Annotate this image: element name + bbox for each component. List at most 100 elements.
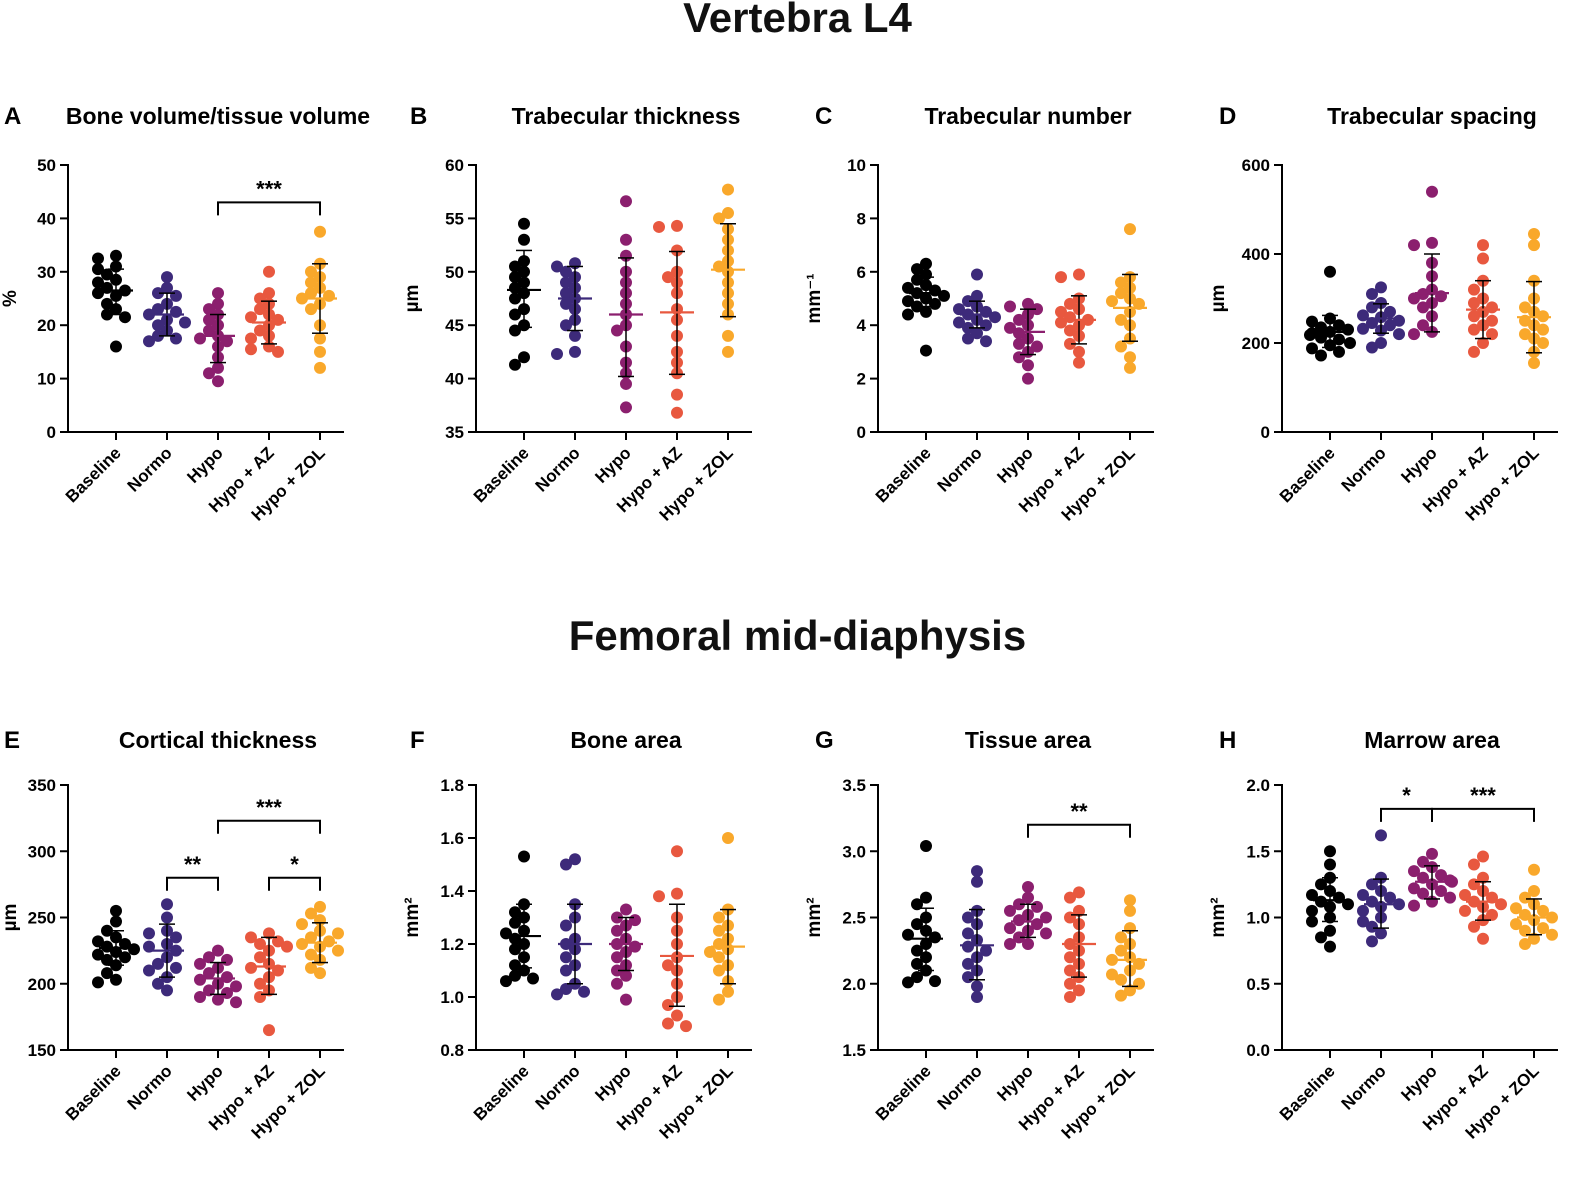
x-tick-label: Hypo — [993, 1061, 1036, 1104]
x-tick-label: Hypo — [1397, 443, 1440, 486]
data-point — [305, 948, 317, 961]
data-point — [713, 964, 725, 977]
data-point — [1064, 964, 1076, 977]
data-point — [1073, 984, 1085, 997]
y-axis-label: µm — [0, 904, 21, 932]
data-point — [1013, 313, 1025, 326]
y-tick-label: 1.5 — [1246, 842, 1270, 861]
data-point — [1446, 875, 1458, 888]
data-point — [263, 1024, 275, 1037]
data-point — [1031, 900, 1043, 913]
data-point — [500, 975, 512, 988]
panel-letter: H — [1219, 727, 1236, 754]
data-point — [1546, 911, 1558, 924]
data-point — [1408, 239, 1420, 252]
data-point — [980, 335, 992, 348]
x-tick-label: Baseline — [470, 1061, 533, 1124]
data-point — [560, 919, 572, 932]
data-point — [1124, 223, 1136, 236]
data-point — [509, 906, 521, 919]
data-point — [1537, 337, 1549, 349]
data-point — [1366, 920, 1378, 933]
data-point — [1408, 865, 1420, 878]
data-point — [1124, 351, 1136, 364]
significance-label: ** — [184, 852, 202, 877]
data-point — [1366, 316, 1378, 329]
data-point — [1546, 928, 1558, 941]
x-tick-label: Normo — [532, 1061, 584, 1113]
panel-d: D Trabecular spacing 0 200 400 600 µm BaselineN… — [1208, 103, 1558, 525]
data-point — [902, 976, 914, 989]
data-point — [1013, 898, 1025, 911]
data-point — [1306, 342, 1318, 355]
x-tick-label: Normo — [934, 443, 986, 495]
data-point — [110, 340, 122, 353]
data-point — [662, 998, 674, 1011]
data-point — [1486, 328, 1498, 341]
y-axis-label: µm — [1208, 285, 1229, 313]
data-point — [230, 996, 242, 1009]
y-tick-label: 400 — [1242, 245, 1270, 264]
data-point — [203, 303, 215, 316]
data-point — [254, 951, 266, 964]
x-tick-label: Baseline — [1276, 443, 1339, 506]
data-point — [1022, 372, 1034, 385]
data-point — [254, 938, 266, 950]
data-point — [1064, 324, 1076, 337]
section-title-vertebra: Vertebra L4 — [683, 0, 912, 41]
x-tick-label: Normo — [934, 1061, 986, 1113]
data-point — [1408, 328, 1420, 341]
data-point — [152, 957, 164, 970]
data-point — [920, 344, 932, 357]
data-point — [1055, 305, 1067, 318]
data-point — [1528, 227, 1540, 240]
x-tick-label: Normo — [1338, 443, 1390, 495]
data-point — [1459, 904, 1471, 917]
data-point — [221, 335, 233, 348]
data-point — [1124, 904, 1136, 917]
data-point — [1031, 303, 1043, 316]
data-point — [902, 308, 914, 321]
data-point — [272, 935, 284, 948]
data-point — [212, 297, 224, 310]
data-point — [611, 911, 623, 924]
data-point — [671, 887, 683, 900]
data-point — [203, 984, 215, 997]
data-point — [263, 265, 275, 278]
data-point — [152, 329, 164, 342]
y-tick-label: 4 — [857, 316, 867, 335]
data-point — [1004, 938, 1016, 950]
data-point — [254, 303, 266, 316]
data-point — [671, 219, 683, 232]
data-point — [305, 907, 317, 920]
panel-letter: D — [1219, 103, 1236, 130]
data-point — [509, 308, 521, 321]
data-point — [911, 263, 923, 276]
data-point — [1393, 898, 1405, 911]
data-point — [962, 295, 974, 308]
data-point — [620, 903, 632, 916]
data-point — [713, 924, 725, 937]
y-tick-label: 55 — [445, 209, 464, 228]
data-point — [1519, 891, 1531, 904]
data-point — [1528, 885, 1540, 897]
data-point — [92, 263, 104, 276]
significance-bracket — [1380, 807, 1433, 822]
data-point — [212, 993, 224, 1006]
data-point — [1324, 265, 1336, 278]
data-point — [314, 361, 326, 374]
data-point — [1315, 931, 1327, 944]
data-point — [920, 305, 932, 318]
data-point — [1393, 328, 1405, 341]
data-point — [1375, 296, 1387, 309]
data-point — [911, 300, 923, 313]
data-point — [212, 287, 224, 300]
data-point — [1375, 281, 1387, 294]
data-point — [1115, 931, 1127, 944]
data-point — [1510, 902, 1522, 915]
x-tick-label: Hypo — [1397, 1061, 1440, 1104]
data-point — [962, 940, 974, 953]
data-point — [1333, 333, 1345, 346]
data-point — [929, 297, 941, 310]
data-point — [509, 358, 521, 371]
